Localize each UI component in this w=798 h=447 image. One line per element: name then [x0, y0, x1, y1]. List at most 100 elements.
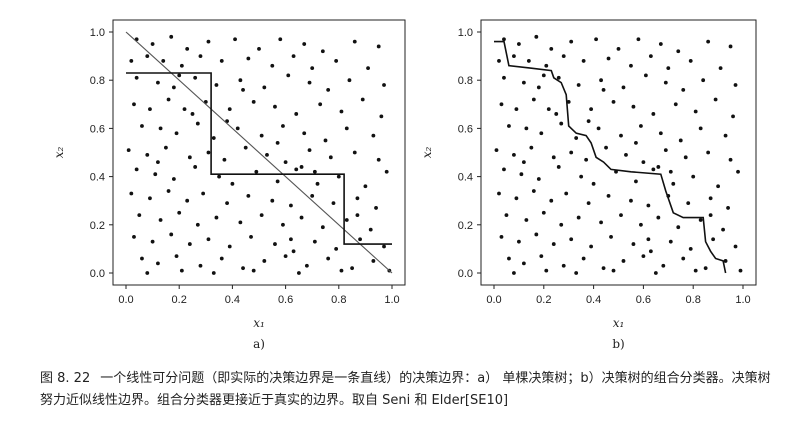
data-point [320, 225, 325, 230]
data-point [519, 172, 524, 177]
data-point [534, 34, 539, 39]
data-point [150, 239, 155, 244]
data-point [502, 167, 506, 172]
panel-label: a) [253, 337, 265, 351]
data-point [586, 119, 591, 124]
data-point [193, 75, 198, 80]
data-point [275, 179, 280, 184]
data-point [211, 136, 216, 140]
data-point [368, 227, 373, 232]
data-point [227, 107, 232, 112]
data-point [304, 263, 309, 268]
data-point [693, 109, 698, 114]
data-point [169, 34, 174, 39]
data-point [350, 266, 354, 271]
figure: 0.0 0.2 0.4 0.6 0.8 1.0 0.0 0.2 0.4 0.6 0.8 1.0 x₁ x₂… [52, 19, 757, 351]
data-point [551, 242, 556, 246]
data-point [384, 169, 389, 174]
data-point [328, 155, 333, 160]
data-point [551, 155, 556, 160]
data-point [686, 201, 691, 206]
data-point [646, 237, 651, 242]
data-point [195, 222, 200, 227]
data-point [294, 112, 299, 116]
data-point [621, 85, 626, 90]
data-point [217, 174, 222, 179]
data-point [334, 247, 339, 251]
data-point [711, 237, 716, 242]
data-point [318, 102, 323, 107]
data-point [225, 201, 229, 206]
data-point [536, 177, 541, 181]
data-point [658, 42, 663, 46]
data-point [235, 126, 240, 131]
data-point [539, 131, 544, 136]
data-point [599, 78, 603, 83]
data-point [211, 271, 216, 275]
data-point [241, 266, 245, 271]
data-point [549, 46, 554, 51]
data-point [507, 256, 511, 261]
data-point [153, 172, 158, 177]
data-point [344, 126, 349, 131]
data-point [574, 271, 579, 275]
x-tick-label: 0.6 [636, 294, 651, 306]
data-point [524, 218, 529, 222]
data-point [238, 78, 243, 83]
data-point [579, 174, 584, 179]
data-point [254, 169, 259, 174]
data-point [576, 215, 581, 220]
data-point [177, 73, 182, 78]
y-tick-label: 0.8 [90, 75, 105, 87]
y-tick-label: 0.6 [458, 123, 473, 135]
data-point [499, 234, 504, 239]
data-point [589, 107, 594, 112]
data-point [158, 218, 163, 222]
data-point [179, 63, 184, 68]
data-point [594, 37, 598, 42]
data-point [270, 198, 275, 203]
data-point [619, 213, 623, 218]
data-point [323, 138, 328, 143]
data-point [698, 218, 703, 222]
data-point [693, 268, 698, 273]
true-boundary-line [125, 31, 393, 274]
data-point [591, 181, 596, 186]
data-point [158, 126, 163, 131]
data-point [134, 167, 139, 172]
decision-boundary-line [126, 72, 392, 245]
data-point [549, 198, 554, 203]
data-point [195, 121, 200, 126]
data-point [366, 66, 370, 71]
data-point [651, 167, 656, 172]
y-tick-label: 1.0 [458, 27, 473, 39]
data-point [529, 145, 534, 150]
data-point [371, 259, 376, 263]
data-point [233, 37, 237, 42]
data-point [299, 165, 304, 169]
data-point [648, 249, 653, 254]
data-point [738, 268, 743, 273]
data-point [352, 39, 357, 44]
data-point [137, 213, 142, 218]
data-point [494, 148, 499, 152]
data-point [586, 201, 591, 206]
data-point [307, 80, 312, 85]
data-point [521, 160, 526, 165]
data-point [331, 201, 336, 206]
data-point [291, 54, 296, 58]
data-point [521, 261, 526, 266]
data-point [185, 198, 190, 203]
data-point [214, 215, 219, 220]
data-point [201, 191, 206, 196]
y-tick-label: 0.4 [458, 172, 473, 184]
data-point [581, 59, 586, 63]
data-point [708, 196, 713, 201]
data-point [658, 131, 663, 136]
data-point [706, 39, 711, 44]
data-point [275, 140, 280, 145]
data-point [731, 114, 735, 119]
data-point [156, 160, 160, 165]
data-point [179, 268, 184, 273]
data-point [187, 242, 192, 246]
